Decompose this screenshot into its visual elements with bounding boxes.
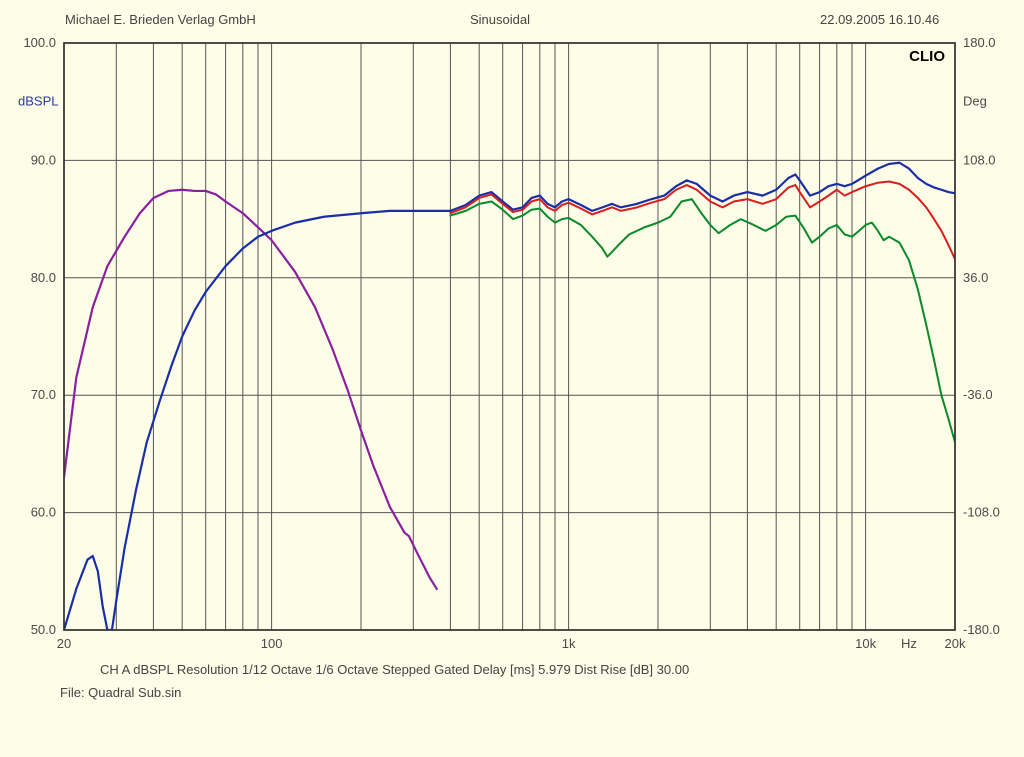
x-tick-label: 1k bbox=[562, 636, 576, 651]
footer-file: File: Quadral Sub.sin bbox=[60, 685, 181, 700]
series-on-axis-blue bbox=[64, 163, 955, 630]
y-right-tick-label: -180.0 bbox=[963, 622, 1000, 637]
y-right-tick-label: -108.0 bbox=[963, 505, 1000, 520]
footer-params: CH A dBSPL Resolution 1/12 Octave 1/6 Oc… bbox=[100, 662, 689, 677]
y-left-tick-label: 90.0 bbox=[31, 152, 56, 167]
y-right-tick-label: 36.0 bbox=[963, 270, 988, 285]
series-subwoofer bbox=[64, 190, 437, 589]
frequency-response-chart: 100.0 180.0 90.0 108.0 80.0 36.0 70.0 -36.0 60.0… bbox=[0, 0, 1024, 757]
x-tick-label: 20 bbox=[57, 636, 71, 651]
x-tick-label: 10k bbox=[855, 636, 876, 651]
y-left-tick-label: 60.0 bbox=[31, 505, 56, 520]
watermark: CLIO bbox=[909, 48, 945, 65]
x-tick-label: 20k bbox=[945, 636, 966, 651]
x-tick-label: 100 bbox=[261, 636, 283, 651]
y-right-axis-label: Deg bbox=[963, 94, 987, 109]
y-left-tick-label: 80.0 bbox=[31, 270, 56, 285]
y-left-tick-label: 50.0 bbox=[31, 622, 56, 637]
y-left-axis-label: dBSPL bbox=[18, 94, 58, 109]
y-left-tick-label: 70.0 bbox=[31, 387, 56, 402]
y-right-tick-label: 180.0 bbox=[963, 35, 996, 50]
series-off-axis-green bbox=[450, 199, 955, 442]
chart-canvas: Michael E. Brieden Verlag GmbH Sinusoida… bbox=[0, 0, 1024, 757]
x-unit-label: Hz bbox=[901, 636, 917, 651]
series-off-axis-red bbox=[450, 182, 955, 259]
plot-border bbox=[64, 43, 955, 630]
plot-border-top bbox=[64, 43, 955, 630]
y-right-tick-label: 108.0 bbox=[963, 152, 996, 167]
y-right-tick-label: -36.0 bbox=[963, 387, 993, 402]
y-left-tick-label: 100.0 bbox=[23, 35, 56, 50]
